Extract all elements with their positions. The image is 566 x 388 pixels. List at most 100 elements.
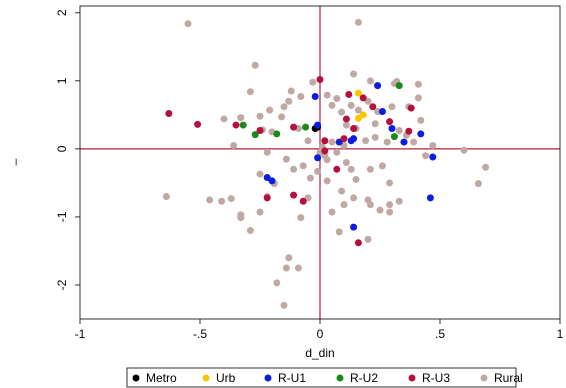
point-rural (366, 77, 374, 85)
point-rural (386, 208, 394, 216)
point-rural (323, 177, 331, 185)
point-rural (388, 103, 396, 111)
point-rural (266, 106, 274, 114)
point-rural (328, 138, 336, 146)
reference-lines (80, 6, 560, 319)
point-rural (333, 95, 341, 103)
legend-marker-rural (480, 374, 488, 382)
point-rural (386, 201, 394, 209)
point-rural (256, 112, 264, 120)
legend-label-metro: Metro (146, 371, 177, 385)
y-tick-label: 0 (55, 145, 69, 152)
point-rural (422, 152, 430, 160)
point-rural (395, 197, 403, 205)
point-r-u3 (256, 127, 264, 135)
point-rural (371, 120, 379, 128)
point-rural (386, 179, 394, 187)
point-rural (306, 174, 314, 182)
point-rural (417, 116, 425, 124)
point-rural (309, 78, 317, 86)
x-axis-title: d_din (305, 346, 334, 360)
point-r-u2 (251, 131, 259, 139)
point-rural (304, 137, 312, 145)
point-r-u3 (333, 165, 341, 173)
point-rural (354, 106, 362, 114)
point-rural (273, 279, 281, 287)
point-rural (328, 101, 336, 109)
point-rural (184, 20, 192, 28)
point-r-u2 (390, 133, 398, 141)
point-r-u3 (407, 104, 415, 112)
point-rural (237, 214, 245, 222)
point-rural (338, 108, 346, 116)
legend-label-r-u2: R-U2 (350, 371, 378, 385)
point-r-u3 (369, 103, 377, 111)
point-r-u1 (400, 138, 408, 146)
legend: Metro Urb R-U1 R-U2 R-U3 Rural (126, 367, 523, 388)
point-r-u1 (417, 130, 425, 138)
point-r-u2 (395, 82, 403, 90)
point-rural (347, 101, 355, 109)
point-rural (352, 176, 360, 184)
legend-marker-r-u3 (408, 374, 416, 382)
point-rural (362, 137, 370, 145)
point-rural (256, 170, 264, 178)
point-rural (347, 165, 355, 173)
point-r-u3 (386, 118, 394, 126)
point-rural (364, 235, 372, 243)
point-r-u3 (342, 115, 350, 123)
point-rural (206, 196, 214, 204)
y-tick-label: 1 (55, 77, 69, 84)
point-r-u2 (239, 121, 247, 129)
point-rural (299, 162, 307, 170)
point-rural (282, 155, 290, 163)
point-r-u3 (232, 121, 240, 129)
point-rural (227, 195, 235, 203)
point-r-u1 (347, 137, 355, 145)
point-rural (285, 254, 293, 262)
point-rural (342, 159, 350, 166)
point-rural (218, 197, 226, 205)
point-r-u3 (165, 110, 173, 118)
point-rural (340, 201, 348, 209)
point-r-u1 (314, 154, 322, 162)
point-rural (278, 113, 286, 121)
x-tick-label: -.5 (193, 327, 207, 341)
point-rural (410, 138, 418, 146)
point-r-u3 (321, 137, 329, 145)
legend-label-r-u1: R-U1 (278, 371, 306, 385)
point-rural (366, 165, 374, 173)
point-rural (246, 227, 254, 235)
point-r-u3 (354, 239, 362, 247)
point-r-u1 (426, 194, 434, 202)
point-rural (374, 107, 382, 115)
point-r-u3 (290, 191, 298, 199)
x-axis: -1 -.5 0 .5 1 (75, 319, 564, 341)
point-rural (246, 88, 254, 96)
point-rural (350, 194, 358, 202)
point-rural (280, 301, 288, 309)
legend-marker-r-u2 (336, 374, 344, 382)
point-rural (294, 264, 302, 272)
point-rural (237, 114, 245, 122)
point-r-u3 (290, 123, 298, 131)
y-tick-label: -1 (55, 211, 69, 222)
point-rural (297, 214, 305, 222)
point-r-u3 (359, 94, 367, 102)
point-urb (354, 89, 362, 97)
point-rural (230, 141, 238, 149)
point-r-u2 (273, 130, 281, 138)
point-rural (378, 162, 386, 170)
point-rural (335, 228, 343, 236)
legend-label-r-u3: R-U3 (422, 371, 450, 385)
point-rural (354, 18, 362, 26)
point-r-u3 (345, 90, 353, 98)
data-points (162, 18, 490, 309)
point-rural (297, 92, 305, 100)
point-r-u3 (316, 75, 324, 83)
point-rural (342, 121, 350, 129)
point-r-u3 (263, 194, 271, 202)
point-rural (282, 264, 290, 272)
legend-marker-urb (202, 374, 210, 382)
point-r-u3 (350, 124, 358, 132)
